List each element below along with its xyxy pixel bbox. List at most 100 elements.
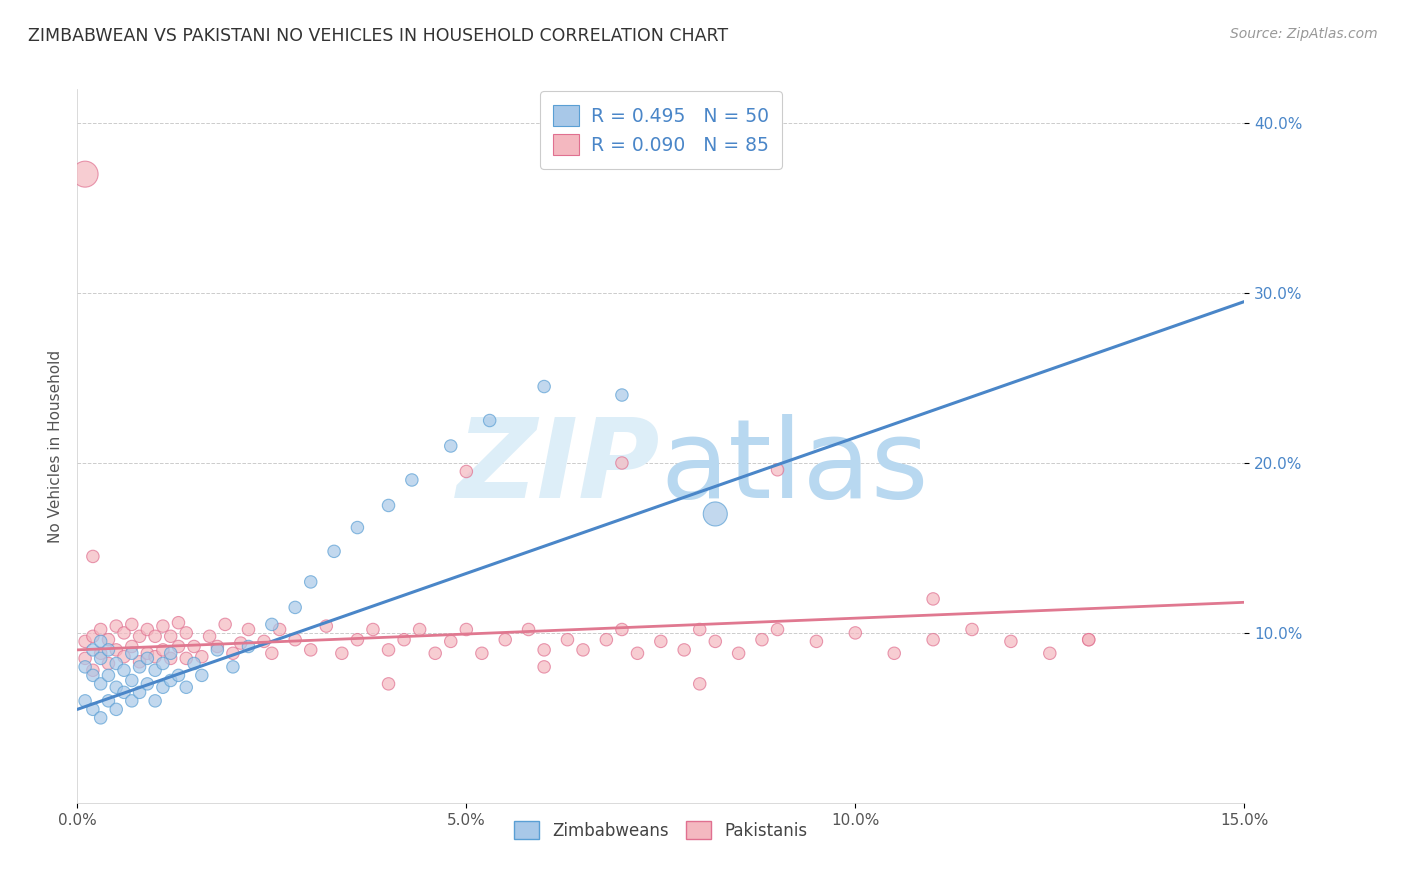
Point: [167, 668, 190, 682]
Point: [105, 657, 128, 671]
Point: [112, 663, 135, 677]
Point: [174, 626, 197, 640]
Point: [346, 632, 368, 647]
Point: [152, 643, 174, 657]
Point: [626, 646, 648, 660]
Point: [572, 643, 595, 657]
Point: [595, 632, 617, 647]
Point: [75, 167, 97, 181]
Point: [136, 646, 159, 660]
Point: [806, 634, 828, 648]
Point: [922, 591, 945, 606]
Point: [727, 150, 749, 164]
Point: [105, 619, 128, 633]
Point: [456, 465, 478, 479]
Point: [97, 694, 120, 708]
Point: [90, 711, 112, 725]
Point: [143, 629, 166, 643]
Point: [112, 649, 135, 664]
Point: [440, 634, 463, 648]
Point: [121, 640, 143, 654]
Point: [533, 643, 555, 657]
Point: [167, 640, 190, 654]
Point: [82, 629, 104, 643]
Point: [1077, 632, 1099, 647]
Point: [183, 640, 205, 654]
Point: [844, 626, 866, 640]
Point: [222, 660, 245, 674]
Point: [97, 643, 120, 657]
Point: [152, 680, 174, 694]
Point: [82, 702, 104, 716]
Point: [112, 685, 135, 699]
Point: [494, 632, 516, 647]
Point: [97, 668, 120, 682]
Point: [269, 623, 291, 637]
Point: [766, 623, 789, 637]
Point: [330, 646, 353, 660]
Point: [159, 651, 181, 665]
Point: [128, 685, 150, 699]
Point: [159, 673, 181, 688]
Point: [136, 623, 159, 637]
Point: [191, 668, 214, 682]
Point: [90, 646, 112, 660]
Point: [377, 499, 399, 513]
Point: [377, 677, 399, 691]
Point: [689, 623, 711, 637]
Point: [198, 629, 221, 643]
Point: [97, 632, 120, 647]
Point: [97, 657, 120, 671]
Point: [440, 439, 463, 453]
Point: [214, 617, 236, 632]
Point: [136, 677, 159, 691]
Point: [766, 463, 789, 477]
Point: [143, 694, 166, 708]
Legend: Zimbabweans, Pakistanis: Zimbabweans, Pakistanis: [506, 814, 815, 848]
Point: [299, 643, 322, 657]
Point: [960, 623, 983, 637]
Point: [159, 646, 181, 660]
Point: [425, 646, 447, 660]
Point: [284, 600, 307, 615]
Point: [610, 456, 633, 470]
Point: [392, 632, 415, 647]
Point: [704, 634, 727, 648]
Point: [105, 643, 128, 657]
Point: [143, 649, 166, 664]
Point: [471, 646, 494, 660]
Point: [128, 660, 150, 674]
Point: [238, 640, 260, 654]
Point: [143, 663, 166, 677]
Point: [128, 655, 150, 669]
Point: [82, 668, 104, 682]
Point: [136, 651, 159, 665]
Point: [323, 544, 346, 558]
Point: [75, 651, 97, 665]
Point: [346, 520, 368, 534]
Point: [408, 623, 430, 637]
Text: ZIMBABWEAN VS PAKISTANI NO VEHICLES IN HOUSEHOLD CORRELATION CHART: ZIMBABWEAN VS PAKISTANI NO VEHICLES IN H…: [28, 27, 728, 45]
Point: [121, 617, 143, 632]
Point: [689, 677, 711, 691]
Point: [751, 632, 773, 647]
Point: [284, 632, 307, 647]
Point: [401, 473, 423, 487]
Point: [207, 640, 229, 654]
Point: [82, 643, 104, 657]
Point: [315, 619, 337, 633]
Point: [90, 634, 112, 648]
Point: [191, 649, 214, 664]
Point: [174, 680, 197, 694]
Point: [75, 634, 97, 648]
Point: [260, 617, 283, 632]
Point: [361, 623, 384, 637]
Point: [1077, 632, 1099, 647]
Point: [883, 646, 905, 660]
Point: [121, 694, 143, 708]
Point: [152, 619, 174, 633]
Point: [557, 632, 579, 647]
Point: [90, 623, 112, 637]
Point: [478, 413, 501, 427]
Point: [222, 646, 245, 660]
